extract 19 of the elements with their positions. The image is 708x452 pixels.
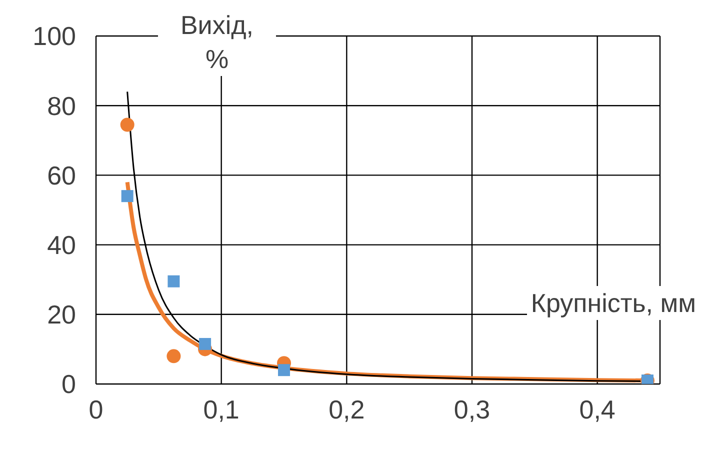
x-tick-label: 0,4	[579, 394, 616, 424]
point	[120, 118, 134, 132]
point	[168, 275, 180, 288]
x-tick-label: 0,1	[203, 394, 240, 424]
point	[278, 364, 290, 376]
x-tick-label: 0,2	[328, 394, 365, 424]
y-tick-label: 40	[47, 230, 76, 260]
x-tick-label: 0	[88, 394, 104, 424]
y-axis-title: Вихід, %	[158, 8, 276, 76]
y-tick-label: 60	[47, 160, 76, 190]
x-axis-title: Крупність, мм	[526, 286, 700, 320]
x-tick-label: 0,3	[454, 394, 490, 424]
y-tick-label: 0	[62, 369, 76, 400]
y-tick-label: 20	[47, 300, 76, 330]
point	[166, 349, 181, 364]
point	[199, 338, 212, 350]
point	[121, 190, 134, 202]
y-tick-label: 80	[47, 90, 76, 121]
y-tick-label: 100	[32, 21, 76, 52]
